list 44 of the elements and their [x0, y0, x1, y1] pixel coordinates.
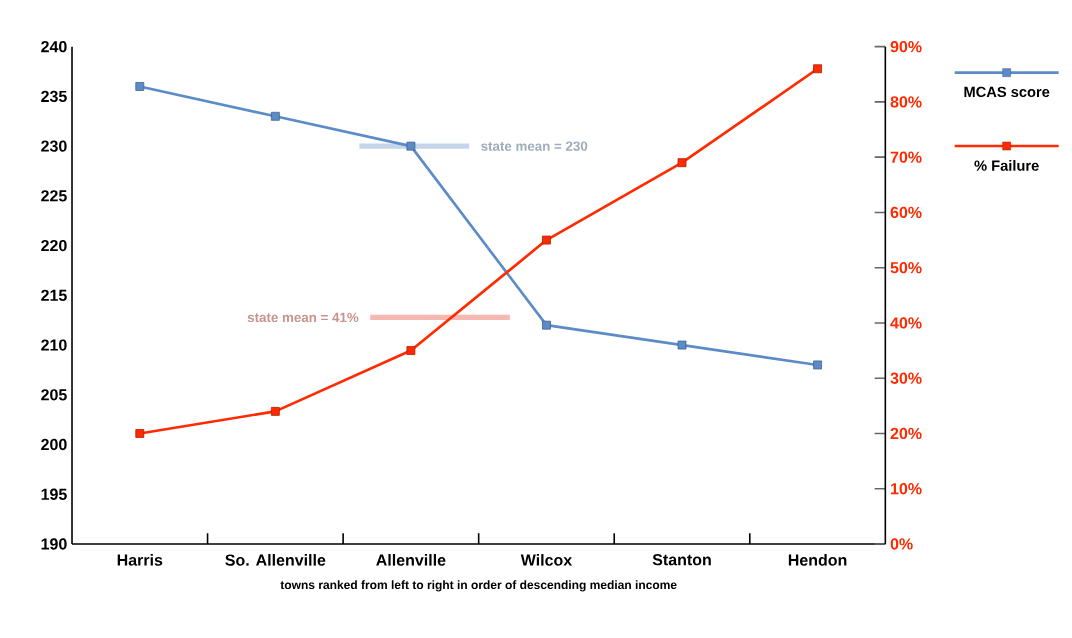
point [813, 64, 822, 74]
y-tick-label: 200 [41, 438, 67, 451]
y-tick-label: 215 [41, 289, 67, 301]
y2-tick-label: 50% [890, 262, 922, 274]
y2-tick-label: 30% [890, 372, 922, 384]
x-tick-label: Hendon [788, 554, 847, 566]
y2-tick-label: 0% [890, 538, 913, 550]
point [406, 346, 416, 355]
y-tick-label: 235 [41, 90, 67, 103]
y2-tick-label: 90% [890, 41, 922, 53]
point [270, 111, 280, 121]
y2-tick-label: 70% [890, 151, 922, 163]
x-tick-label: Harris [117, 554, 163, 566]
legend-label: MCAS score [964, 86, 1050, 98]
point [813, 360, 822, 370]
x-tick-label: Allenville [376, 554, 446, 566]
ref-line-label: state mean = 41% [247, 312, 359, 323]
point [542, 235, 551, 245]
point [406, 141, 416, 151]
y-tick-label: 220 [41, 239, 67, 252]
y2-tick-label: 40% [890, 317, 922, 329]
point [542, 320, 551, 330]
x-tick-label: Wilcox [520, 554, 573, 566]
y2-tick-label: 80% [890, 96, 922, 108]
y-tick-label: 240 [41, 41, 67, 53]
x-tick-label: Stanton [652, 554, 711, 566]
point [677, 158, 687, 168]
y2-tick-label: 10% [891, 483, 922, 495]
point [677, 340, 687, 350]
y2-tick-label: 60% [890, 206, 922, 219]
y-tick-label: 230 [41, 140, 67, 152]
y-tick-label: 205 [41, 389, 67, 401]
point [135, 429, 145, 438]
y-tick-label: 210 [41, 339, 67, 351]
y-tick-label: 225 [41, 190, 67, 202]
x-axis-title: towns ranked from left to right in order of descending median income [280, 580, 677, 592]
ref-line-label: state mean = 230 [481, 141, 588, 151]
point [135, 82, 145, 91]
x-tick-label: So. Allenville [225, 554, 326, 566]
legend-label: % Failure [974, 160, 1039, 171]
point [270, 406, 280, 416]
y2-tick-label: 20% [890, 427, 922, 440]
y-tick-label: 190 [41, 538, 67, 550]
y-tick-label: 195 [41, 488, 67, 500]
